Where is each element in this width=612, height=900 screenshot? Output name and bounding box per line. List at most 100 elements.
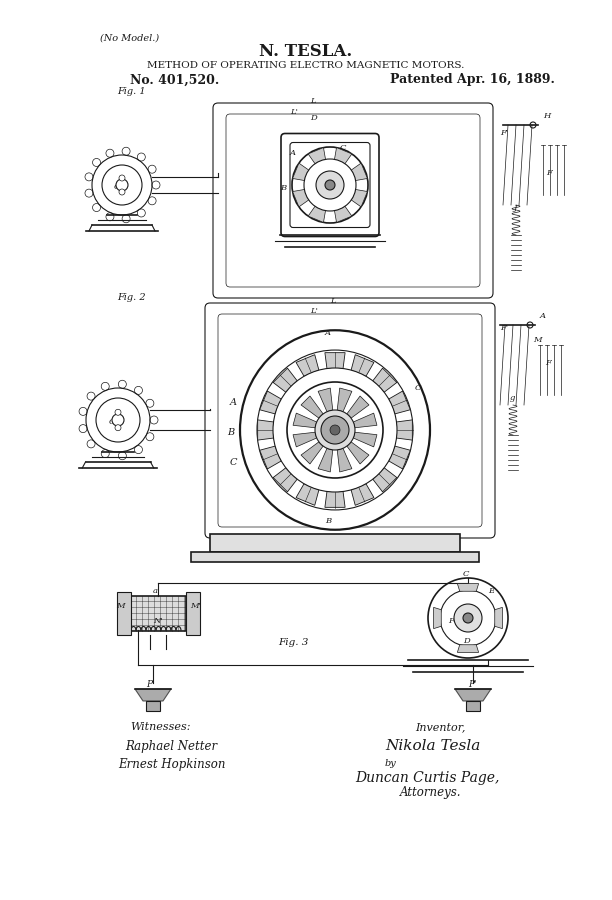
Text: C: C	[230, 458, 237, 467]
Text: Fig. 3: Fig. 3	[278, 638, 308, 647]
Polygon shape	[351, 163, 367, 181]
Polygon shape	[273, 468, 297, 491]
Text: C: C	[463, 570, 469, 578]
Polygon shape	[293, 190, 308, 207]
Polygon shape	[494, 608, 502, 628]
Text: by: by	[385, 759, 397, 768]
Text: L': L'	[310, 307, 318, 315]
Polygon shape	[373, 368, 397, 392]
Circle shape	[527, 322, 533, 328]
Text: METHOD OF OPERATING ELECTRO MAGNETIC MOTORS.: METHOD OF OPERATING ELECTRO MAGNETIC MOT…	[147, 60, 465, 69]
Polygon shape	[308, 206, 326, 222]
Bar	[466, 701, 480, 711]
Circle shape	[116, 179, 128, 191]
Text: N': N'	[153, 617, 163, 625]
Text: G: G	[109, 418, 116, 426]
Polygon shape	[337, 388, 352, 411]
Circle shape	[304, 159, 356, 211]
Polygon shape	[259, 392, 282, 414]
Polygon shape	[308, 148, 326, 164]
Text: Inventor,: Inventor,	[415, 722, 465, 732]
Polygon shape	[301, 396, 323, 418]
Circle shape	[530, 122, 536, 128]
Polygon shape	[258, 420, 274, 440]
Circle shape	[330, 425, 340, 435]
Bar	[130, 596, 185, 631]
Circle shape	[119, 175, 125, 181]
Polygon shape	[273, 368, 297, 392]
Text: N. TESLA.: N. TESLA.	[259, 43, 353, 60]
Text: (No Model.): (No Model.)	[100, 33, 159, 42]
Circle shape	[86, 388, 150, 452]
Text: A: A	[230, 398, 237, 407]
Text: Patented Apr. 16, 1889.: Patented Apr. 16, 1889.	[390, 74, 555, 86]
Text: B: B	[227, 428, 234, 437]
Text: B: B	[325, 517, 331, 525]
Circle shape	[454, 604, 482, 632]
Text: E: E	[488, 587, 494, 595]
Polygon shape	[296, 355, 319, 376]
FancyBboxPatch shape	[281, 133, 379, 237]
Text: M: M	[533, 336, 542, 344]
Text: Raphael Netter: Raphael Netter	[125, 740, 217, 753]
Text: A: A	[290, 149, 296, 157]
Bar	[146, 701, 160, 711]
Polygon shape	[335, 148, 352, 164]
Text: M': M'	[190, 602, 201, 610]
Circle shape	[316, 171, 344, 199]
Circle shape	[463, 613, 473, 623]
Polygon shape	[347, 442, 369, 464]
Polygon shape	[325, 353, 345, 368]
Polygon shape	[389, 392, 410, 414]
Text: A: A	[540, 312, 546, 320]
Text: P': P'	[468, 680, 477, 689]
Text: a: a	[153, 587, 158, 595]
Bar	[210, 534, 460, 552]
Polygon shape	[389, 446, 410, 469]
Polygon shape	[457, 583, 479, 591]
Bar	[191, 552, 479, 562]
Polygon shape	[455, 689, 491, 701]
Text: Fig. 1: Fig. 1	[117, 87, 146, 96]
Circle shape	[112, 414, 124, 426]
Text: L: L	[330, 297, 335, 305]
Text: Nikola Tesla: Nikola Tesla	[385, 739, 480, 753]
Circle shape	[115, 425, 121, 431]
Circle shape	[428, 578, 508, 658]
Text: F: F	[545, 359, 551, 367]
Text: Ernest Hopkinson: Ernest Hopkinson	[118, 758, 225, 771]
Text: J: J	[513, 204, 517, 212]
Bar	[185, 591, 200, 634]
Text: D: D	[333, 187, 340, 195]
Text: M: M	[116, 602, 125, 610]
Polygon shape	[325, 491, 345, 508]
Circle shape	[325, 180, 335, 190]
Text: Witnesses:: Witnesses:	[130, 722, 190, 732]
Bar	[116, 591, 130, 634]
Polygon shape	[351, 483, 374, 505]
Polygon shape	[135, 689, 171, 701]
Polygon shape	[351, 190, 367, 207]
Polygon shape	[351, 355, 374, 376]
Text: A: A	[325, 329, 331, 337]
Text: L: L	[310, 97, 316, 105]
Polygon shape	[259, 446, 282, 469]
Text: F: F	[546, 169, 552, 177]
Polygon shape	[335, 206, 352, 222]
Polygon shape	[318, 448, 333, 472]
Text: F: F	[448, 617, 453, 625]
Polygon shape	[318, 388, 333, 411]
Text: G: G	[114, 183, 121, 191]
Text: C: C	[415, 384, 422, 392]
Circle shape	[321, 416, 349, 444]
Text: C: C	[340, 144, 346, 152]
Circle shape	[315, 410, 355, 450]
Polygon shape	[296, 483, 319, 505]
Circle shape	[292, 147, 368, 223]
Circle shape	[115, 410, 121, 415]
Text: No. 401,520.: No. 401,520.	[130, 74, 219, 86]
Text: g: g	[510, 394, 515, 402]
Text: L': L'	[290, 108, 298, 116]
Text: D: D	[310, 114, 317, 122]
Text: H: H	[543, 112, 550, 120]
